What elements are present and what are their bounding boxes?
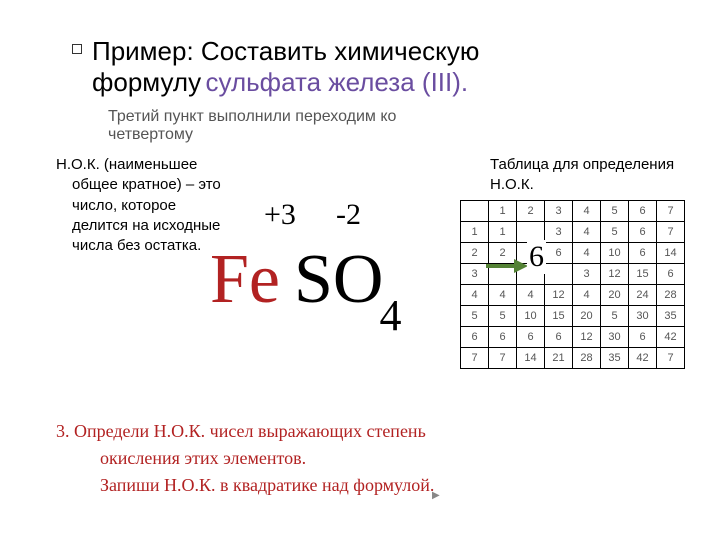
table-header-cell: 1 xyxy=(489,201,517,222)
table-cell: 42 xyxy=(657,327,685,348)
oxidation-minus: -2 xyxy=(336,198,361,232)
step3-l1: 3. Определи Н.О.К. чисел выражающих степ… xyxy=(56,421,426,441)
table-cell: 5 xyxy=(489,306,517,327)
table-cell: 24 xyxy=(629,285,657,306)
table-cell: 7 xyxy=(657,348,685,369)
table-header-cell: 5 xyxy=(601,201,629,222)
table-cell: 28 xyxy=(573,348,601,369)
table-cell: 28 xyxy=(657,285,685,306)
table-header-cell: 7 xyxy=(657,201,685,222)
table-row-header: 7 xyxy=(461,348,489,369)
table-corner xyxy=(461,201,489,222)
table-cell: 2 xyxy=(489,243,517,264)
table-row-header: 3 xyxy=(461,264,489,285)
table-cell: 14 xyxy=(657,243,685,264)
table-cell: 10 xyxy=(517,306,545,327)
page-title: Пример: Составить химическую формулу сул… xyxy=(92,36,632,98)
table-cell: 6 xyxy=(629,222,657,243)
title-line2-word1: формулу xyxy=(92,67,201,97)
oxidation-plus: +3 xyxy=(264,198,296,232)
table-row-header: 5 xyxy=(461,306,489,327)
table-cell: 4 xyxy=(573,222,601,243)
title-line2-colored: сульфата железа (III). xyxy=(206,67,469,97)
table-cell: 1 xyxy=(489,222,517,243)
table-cell: 21 xyxy=(545,348,573,369)
table-cell: 5 xyxy=(601,222,629,243)
table-row-header: 6 xyxy=(461,327,489,348)
table-cell: 4 xyxy=(573,285,601,306)
step3-l3: Запиши Н.О.К. в квадратике над формулой. xyxy=(56,472,616,499)
table-cell: 12 xyxy=(601,264,629,285)
table-cell: 4 xyxy=(573,243,601,264)
table-row-header: 2 xyxy=(461,243,489,264)
table-cell: 6 xyxy=(545,327,573,348)
next-page-icon[interactable]: ▶ xyxy=(432,490,440,501)
title-prefix: Пример: xyxy=(92,36,201,66)
table-header-cell: 2 xyxy=(517,201,545,222)
table-cell xyxy=(545,264,573,285)
title-bullet xyxy=(72,44,82,54)
table-cell: 7 xyxy=(657,222,685,243)
table-cell: 35 xyxy=(657,306,685,327)
table-cell: 4 xyxy=(489,285,517,306)
table-cell: 20 xyxy=(601,285,629,306)
table-cell: 6 xyxy=(629,243,657,264)
step3-l2: окисления этих элементов. xyxy=(56,445,616,472)
table-cell: 20 xyxy=(573,306,601,327)
table-cell: 3 xyxy=(573,264,601,285)
table-cell xyxy=(489,264,517,285)
table-cell: 3 xyxy=(545,222,573,243)
formula-fe: Fe xyxy=(210,241,280,318)
nok-result-six: 6 xyxy=(527,240,546,274)
table-cell: 6 xyxy=(489,327,517,348)
table-row-header: 4 xyxy=(461,285,489,306)
table-cell: 12 xyxy=(573,327,601,348)
step3-instruction: 3. Определи Н.О.К. чисел выражающих степ… xyxy=(56,418,616,499)
formula-sub4: 4 xyxy=(379,291,401,340)
table-cell: 6 xyxy=(545,243,573,264)
table-cell: 14 xyxy=(517,348,545,369)
table-header-cell: 3 xyxy=(545,201,573,222)
table-cell: 4 xyxy=(517,285,545,306)
formula-so: SO xyxy=(294,241,383,318)
table-cell: 5 xyxy=(601,306,629,327)
table-cell: 15 xyxy=(629,264,657,285)
table-cell: 7 xyxy=(489,348,517,369)
table-cell: 6 xyxy=(629,327,657,348)
table-caption: Таблица для определения Н.О.К. xyxy=(490,155,690,194)
table-cell: 10 xyxy=(601,243,629,264)
nok-def-first: Н.О.К. (наименьшее xyxy=(56,156,197,173)
table-cell: 42 xyxy=(629,348,657,369)
table-cell: 30 xyxy=(601,327,629,348)
table-cell: 15 xyxy=(545,306,573,327)
table-cell: 35 xyxy=(601,348,629,369)
nok-definition: Н.О.К. (наименьшее общее кратное) – это … xyxy=(56,155,236,256)
table-cell: 12 xyxy=(545,285,573,306)
nok-def-rest: общее кратное) – это число, которое дели… xyxy=(56,175,236,256)
subtitle: Третий пункт выполнили переходим ко четв… xyxy=(108,108,468,144)
table-cell: 6 xyxy=(657,264,685,285)
title-line1-rest: Составить химическую xyxy=(201,36,479,66)
chemical-formula: FeSO4 xyxy=(210,240,405,320)
table-row-header: 1 xyxy=(461,222,489,243)
table-header-cell: 6 xyxy=(629,201,657,222)
table-cell: 30 xyxy=(629,306,657,327)
nok-table: 1234567113456722641061433121564441242024… xyxy=(460,200,685,369)
table-header-cell: 4 xyxy=(573,201,601,222)
table-cell: 6 xyxy=(517,327,545,348)
